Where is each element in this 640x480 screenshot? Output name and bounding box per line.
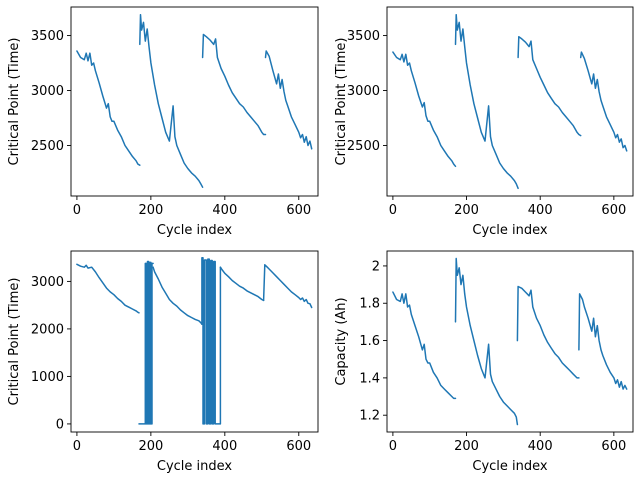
x-tick-label: 0 [73,439,81,454]
x-tick-label: 600 [286,439,311,454]
series-line-2-2 [454,13,519,190]
series-line-1-2 [139,13,204,188]
y-axis-label: Capacity (Ah) [334,297,349,385]
series-line-3-6 [262,264,313,309]
x-tick-label: 600 [601,439,626,454]
series-line-1-4 [264,50,313,150]
x-tick-label: 0 [73,203,81,218]
series-line-3-3 [152,266,203,325]
x-axis-label: Cycle index [157,459,233,474]
x-tick-label: 400 [212,203,237,218]
subplot-4: 0 200 400 600 1.2 1.4 1.6 1.8 2 Cycle index Capaci… [334,250,634,474]
series-line-3-2 [138,260,154,425]
y-tick-label: 1.4 [359,371,380,386]
x-tick-label: 600 [601,203,626,218]
x-tick-label: 200 [138,203,163,218]
x-tick-label: 200 [138,439,163,454]
x-tick-label: 600 [286,203,311,218]
series-line-4-3 [516,285,580,379]
x-axis-label: Cycle index [472,459,548,474]
y-tick-label: 3000 [31,84,64,99]
x-tick-label: 400 [212,439,237,454]
y-tick-label: 3500 [347,29,380,44]
y-tick-label: 3500 [31,29,64,44]
y-tick-label: 1000 [31,370,64,385]
y-axis-label: Critical Point (Time) [334,38,349,166]
series-line-2-4 [579,51,628,152]
subplot-2: 0 200 400 600 2500 3000 3500 Cycle index Critica… [334,6,634,238]
y-axis-label: Critical Point (Time) [7,38,22,166]
x-axis-label: Cycle index [472,223,548,238]
series-line-3-5 [219,266,265,302]
series-line-4-4 [578,293,628,390]
y-tick-label: 3000 [347,84,380,99]
x-tick-label: 0 [389,439,397,454]
x-tick-label: 200 [454,203,479,218]
series-line-4-1 [392,291,457,400]
subplot-3: 0 200 400 600 0 1000 2000 3000 Cycle index Critic… [7,250,319,474]
y-tick-label: 3000 [31,275,64,290]
y-tick-label: 2000 [31,322,64,337]
subplot-1: 0 200 400 600 2500 3000 3500 Cycle index Critica… [7,6,319,238]
y-tick-label: 0 [56,417,64,432]
y-tick-label: 1.6 [359,334,380,349]
plot-frame [386,6,634,197]
series-line-1-3 [201,33,267,136]
y-tick-label: 2 [372,259,380,274]
x-tick-label: 200 [454,439,479,454]
series-line-4-2 [454,257,519,426]
x-tick-label: 400 [528,203,553,218]
plot-frame [70,6,319,197]
series-line-1-1 [76,50,141,166]
series-line-3-4 [201,256,222,425]
x-axis-label: Cycle index [157,223,233,238]
series-line-3-1 [76,263,140,314]
series-line-2-3 [517,35,582,137]
y-tick-label: 1.2 [359,409,380,424]
x-tick-label: 400 [528,439,553,454]
x-tick-label: 0 [389,203,397,218]
y-axis-label: Critical Point (Time) [7,278,22,406]
plot-frame [70,250,319,433]
plot-frame [386,250,634,433]
y-tick-label: 2500 [31,139,64,154]
y-tick-label: 2500 [347,139,380,154]
series-line-2-1 [392,51,457,168]
y-tick-label: 1.8 [359,297,380,312]
